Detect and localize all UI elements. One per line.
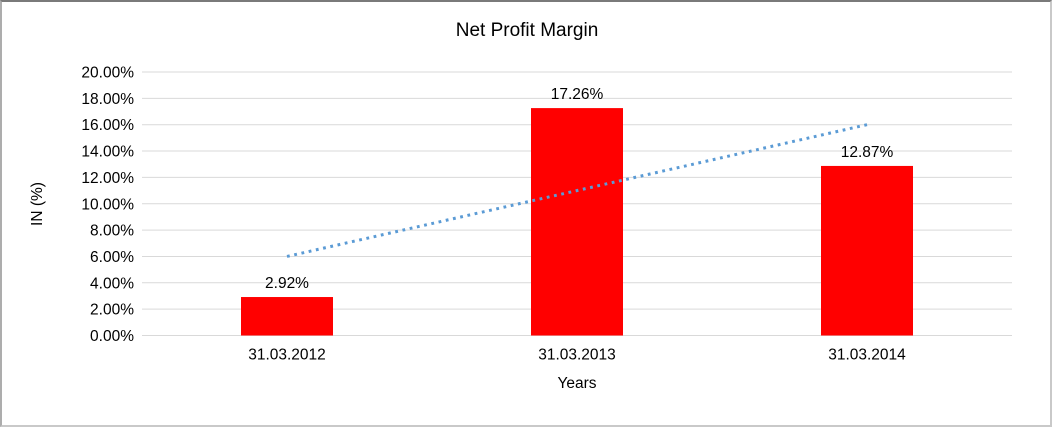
y-tick-label: 20.00% — [81, 65, 134, 82]
chart-title: Net Profit Margin — [456, 20, 599, 41]
bar — [821, 165, 913, 336]
bar-value-label: 17.26% — [551, 86, 604, 103]
y-tick-label: 0.00% — [90, 328, 134, 345]
y-tick-label: 2.00% — [90, 302, 134, 319]
y-tick-label: 10.00% — [81, 196, 134, 213]
y-tick-label: 18.00% — [81, 91, 134, 108]
x-tick-label: 31.03.2014 — [828, 347, 906, 364]
y-tick-label: 4.00% — [90, 275, 134, 292]
y-tick-label: 8.00% — [90, 223, 134, 240]
trendline — [286, 123, 868, 258]
x-tick-label: 31.03.2013 — [538, 347, 616, 364]
labels-layer: 0.00% 2.00% 4.00% 6.00% 8.00% 10.00% 12.00% 14.… — [81, 65, 906, 364]
bars-layer — [241, 108, 913, 336]
bar — [241, 297, 333, 336]
y-tick-label: 14.00% — [81, 144, 134, 161]
x-tick-label: 31.03.2012 — [248, 347, 326, 364]
y-tick-label: 6.00% — [90, 249, 134, 266]
x-axis-title: Years — [557, 375, 596, 392]
bar — [531, 108, 623, 336]
y-tick-label: 12.00% — [81, 170, 134, 187]
trendline-layer — [286, 123, 868, 258]
bar-value-label: 12.87% — [841, 144, 894, 161]
bar-value-label: 2.92% — [265, 275, 309, 292]
y-axis-title: IN (%) — [29, 182, 46, 226]
y-tick-label: 16.00% — [81, 117, 134, 134]
